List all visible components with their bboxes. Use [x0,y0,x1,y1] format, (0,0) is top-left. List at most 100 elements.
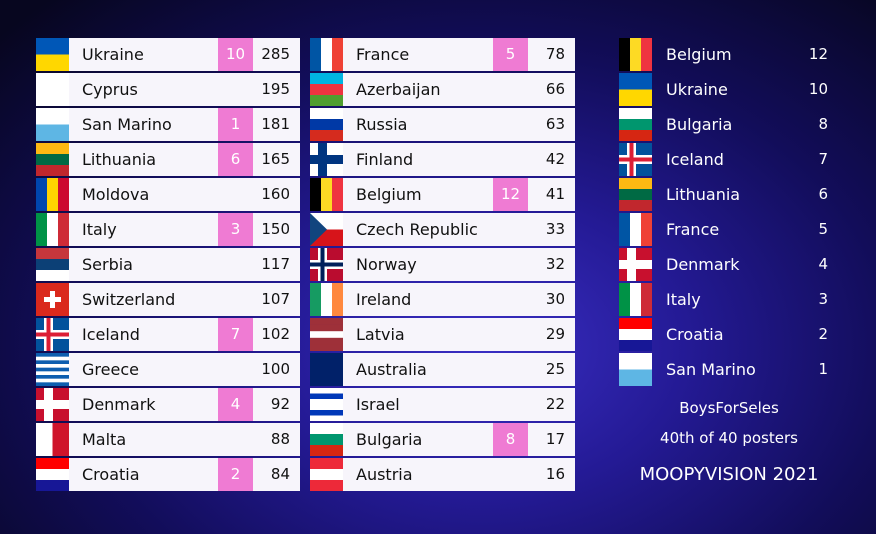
points-received: 3 [218,213,253,246]
flag-part [619,340,652,352]
flag-part [630,213,642,246]
flag-icon [36,178,70,211]
flag-part [310,157,343,162]
total-score: 285 [261,45,290,63]
flag-part [310,318,343,325]
flag-icon [310,178,344,211]
flag-part [310,344,343,352]
total-score: 160 [261,185,290,203]
flag [310,458,343,492]
flag [310,353,343,387]
flag-part [310,95,343,107]
country-name: Norway [356,255,417,274]
vote-country: Italy [666,290,701,309]
flag-icon [36,73,69,107]
flag-part [310,415,343,422]
flag [36,283,69,316]
flag-icon [36,318,69,351]
points-received: 6 [218,143,253,176]
score-row: Azerbaijan 66 [343,73,575,106]
flag [619,108,652,142]
score-row: Bulgaria 8 17 [343,423,575,456]
flag [619,143,652,176]
flag-icon [310,283,344,316]
vote-country: Croatia [666,325,724,344]
country-name: Iceland [82,325,140,344]
country-name: France [356,45,410,64]
flag-icon [36,458,69,492]
flag [619,73,652,107]
flag-icon [310,423,343,457]
total-score: 92 [270,395,290,413]
flag-part [310,353,343,387]
points-received: 8 [493,423,528,456]
flag [619,38,653,71]
flag-icon [619,318,652,352]
flag [310,318,343,352]
flag-part [310,283,322,316]
flag-part [36,480,69,492]
flag [310,108,343,142]
flag-part [619,73,652,90]
score-row: Ukraine 10 285 [69,38,300,71]
country-name: Denmark [82,395,156,414]
vote-points: 8 [818,115,828,133]
flag-part [44,297,61,302]
flag-icon [310,353,343,387]
score-row: Latvia 29 [343,318,575,351]
score-row: Austria 16 [343,458,575,491]
flag-icon [310,248,343,281]
vote-country: Belgium [666,45,732,64]
country-name: Malta [82,430,127,449]
flag-part [310,213,327,246]
flag [36,423,70,456]
flag-part [619,329,652,341]
score-row: Moldova 160 [69,178,300,211]
flag-icon [310,213,343,246]
flag-part [641,213,653,246]
flag [619,283,653,316]
flag-part [310,445,343,457]
points-received: 10 [218,38,253,71]
flag-part [52,423,70,456]
flag-part [36,248,69,260]
flag [36,178,70,211]
flag-part [619,38,631,71]
flag-part [619,213,631,246]
total-score: 100 [261,360,290,378]
total-score: 63 [545,115,565,133]
flag-part [36,353,69,357]
flag-part [321,38,333,71]
flag-part [36,73,69,107]
total-score: 25 [545,360,565,378]
flag [36,73,69,107]
flag-part [619,130,652,142]
vote-country: San Marino [666,360,756,379]
flag-part [619,262,652,267]
flag [310,38,344,71]
flag-icon [36,108,69,142]
total-score: 78 [545,45,565,63]
flag [36,108,69,142]
vote-points: 7 [818,150,828,168]
points-received: 12 [493,178,528,211]
flag-part [310,38,322,71]
flag-icon [310,108,343,142]
flag-part [36,332,69,337]
flag [36,38,69,72]
country-name: Serbia [82,255,133,274]
vote-points: 10 [808,80,828,98]
flag [310,423,343,457]
flag-part [36,402,69,407]
score-row: Israel 22 [343,388,575,421]
flag-icon [310,143,343,176]
country-name: San Marino [82,115,172,134]
flag-part [36,108,69,125]
flag-part [332,283,344,316]
vote-points: 6 [818,185,828,203]
flag-part [58,213,70,246]
flag-part [310,404,343,411]
score-row: Lithuania 6 165 [69,143,300,176]
flag-icon [619,143,652,176]
flag-icon [310,38,344,71]
